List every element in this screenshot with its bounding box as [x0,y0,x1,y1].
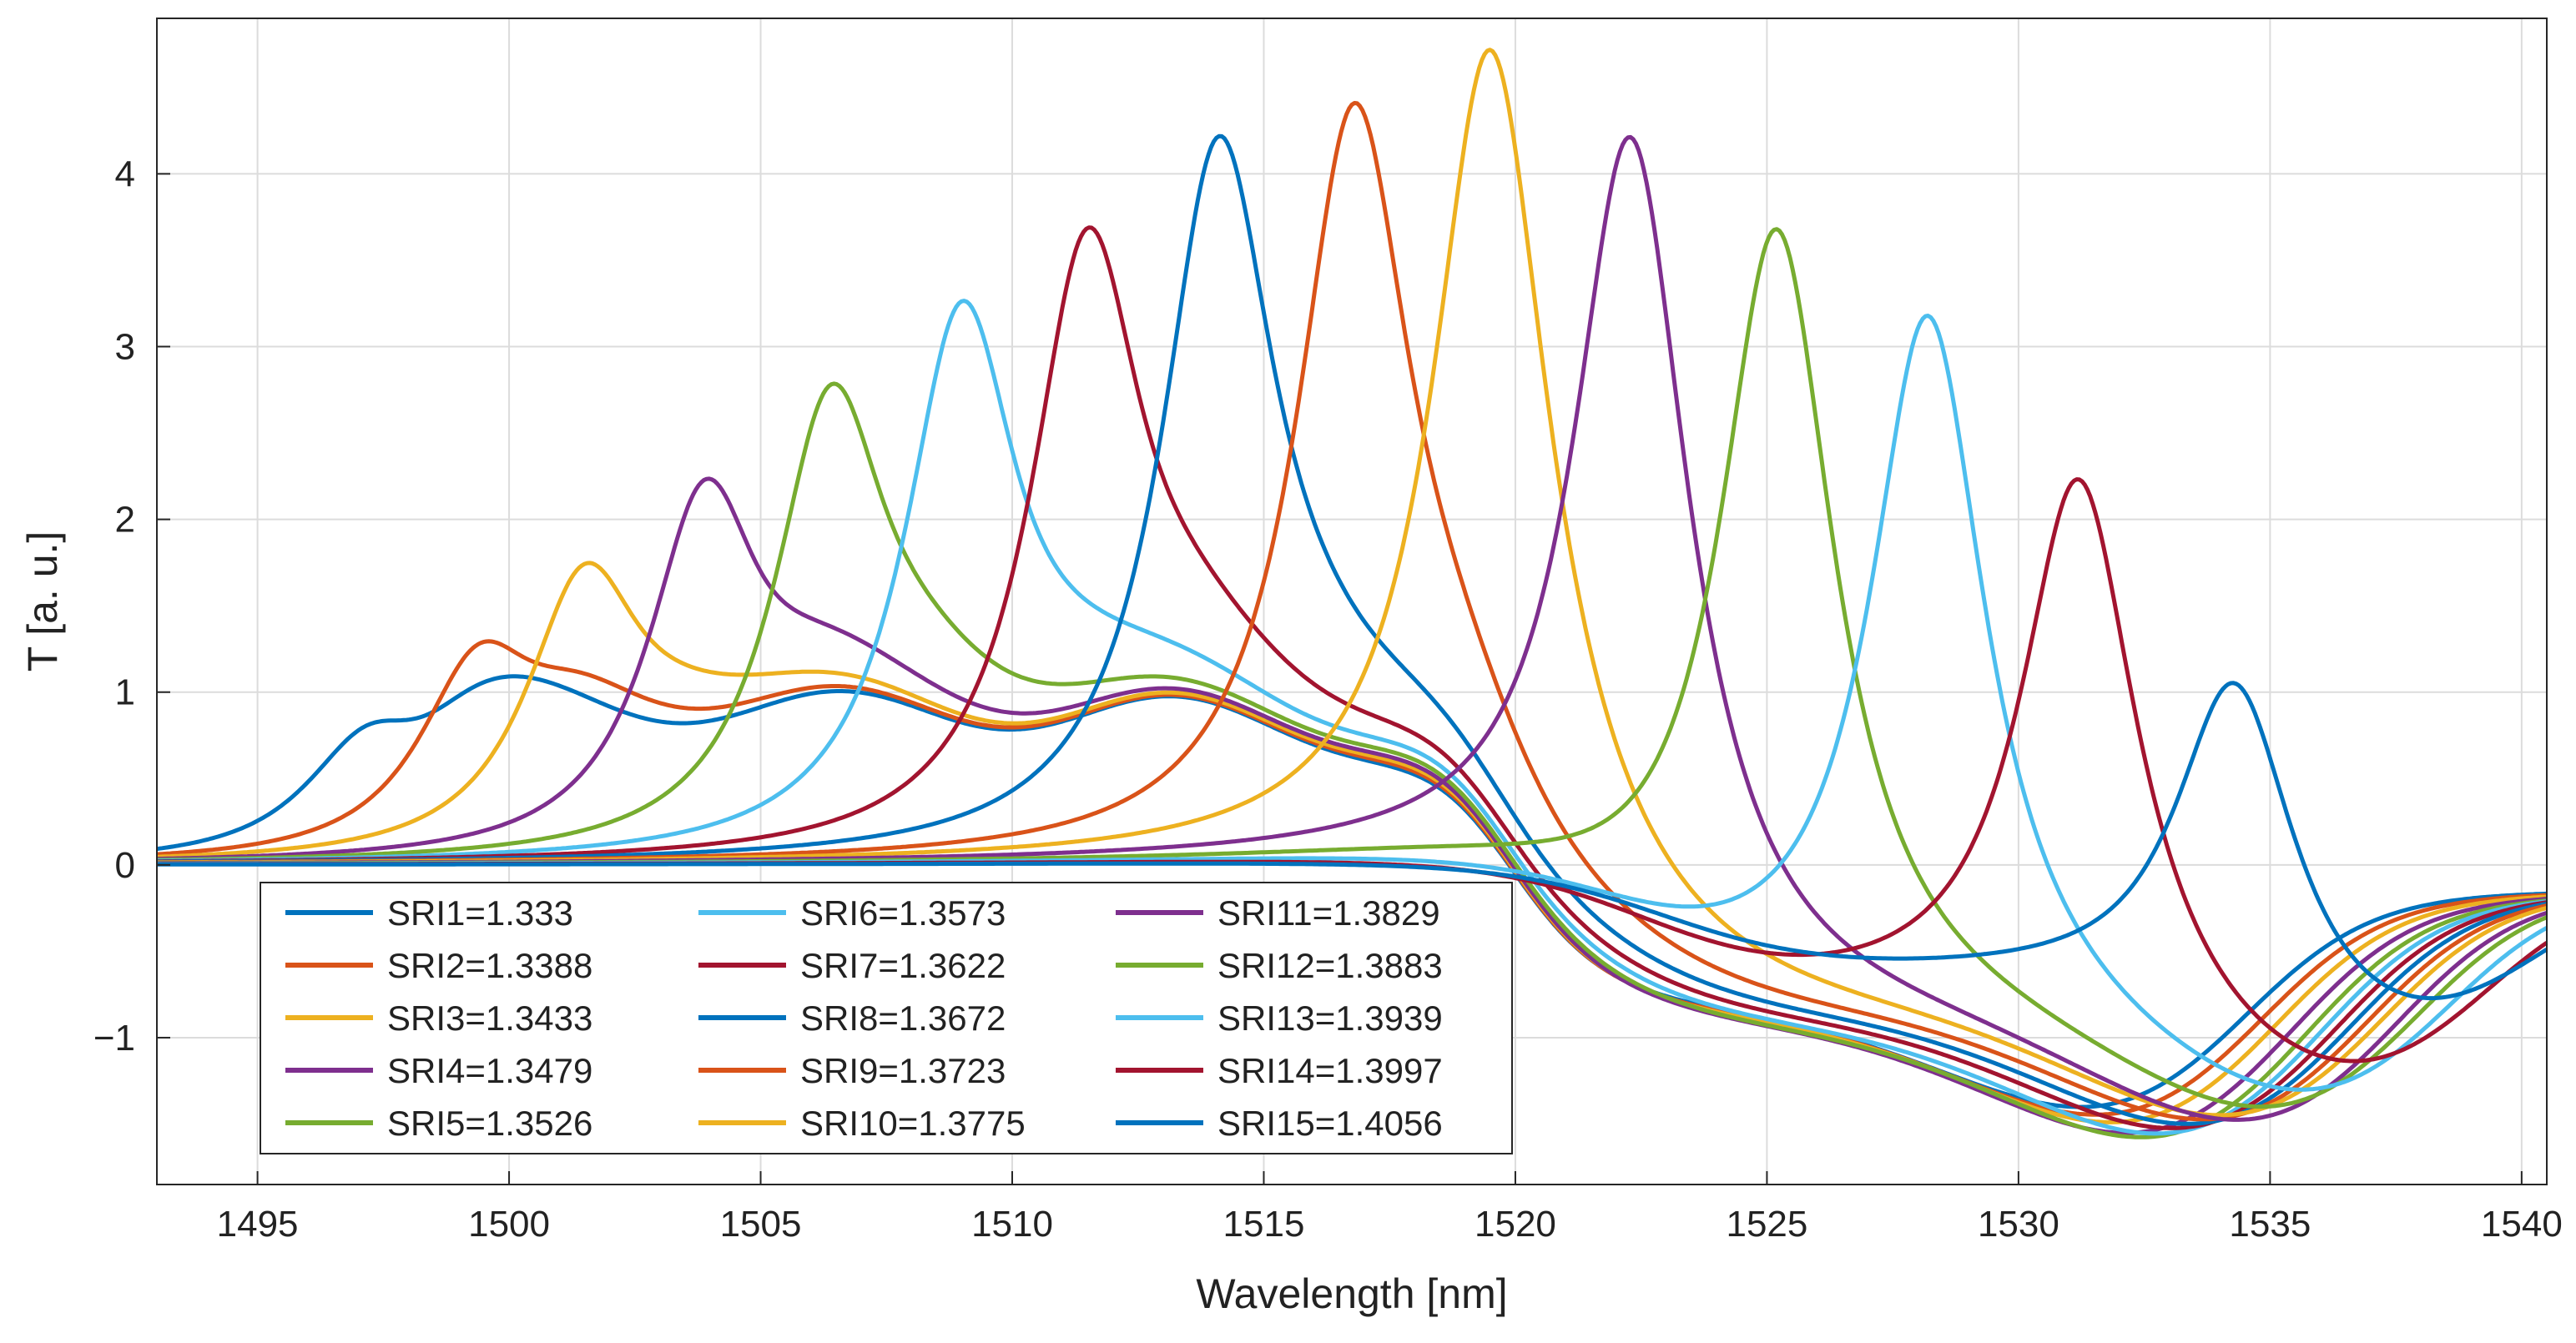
legend-label-8: SRI8=1.3672 [800,998,1006,1038]
y-axis-label: T [a. u.] [19,531,66,672]
series-line-8 [157,133,2548,1126]
legend-label-1: SRI1=1.333 [387,893,573,933]
legend-label-5: SRI5=1.3526 [387,1104,592,1143]
x-tick-label: 1510 [971,1204,1053,1245]
series-line-3 [156,561,2548,1124]
legend-label-2: SRI2=1.3388 [387,946,592,985]
series-layer [156,48,2548,1139]
x-tick-label: 1535 [2229,1204,2311,1245]
legend-box [260,882,1513,1154]
y-tick-label: −1 [93,1018,135,1059]
series-line-5 [156,381,2548,1139]
series-line-4 [156,476,2548,1135]
legend-label-13: SRI13=1.3939 [1217,998,1443,1038]
x-tick-label: 1530 [1978,1204,2059,1245]
x-tick-label: 1520 [1475,1204,1556,1245]
plot-frame [156,18,2548,1185]
y-tick-label: 3 [115,327,135,368]
x-tick-label: 1540 [2481,1204,2563,1245]
series-line-2 [156,639,2548,1117]
series-line-6 [157,299,2548,1136]
series-line-15 [157,681,2548,1001]
y-tick-label: 1 [115,672,135,713]
legend-label-7: SRI7=1.3622 [800,946,1006,985]
legend-label-11: SRI11=1.3829 [1217,893,1440,933]
series-line-7 [157,225,2548,1130]
tick-layer: 1495 1500 1505 1510 1515 1520 1525 1530 1535 1540… [93,153,2563,1245]
legend-label-15: SRI15=1.4056 [1217,1104,1443,1143]
x-tick-label: 1525 [1726,1204,1807,1245]
x-tick-label: 1505 [720,1204,802,1245]
legend-label-10: SRI10=1.3775 [800,1104,1026,1143]
legend: SRI1=1.333 SRI2=1.3388 SRI3=1.3433 SRI4=1.3… [260,882,1513,1154]
legend-label-9: SRI9=1.3723 [800,1051,1006,1090]
x-axis-label: Wavelength [nm] [1196,1270,1507,1317]
x-tick-label: 1495 [217,1204,299,1245]
legend-label-3: SRI3=1.3433 [387,998,592,1038]
series-line-1 [156,674,2548,1109]
y-tick-label: 2 [115,500,135,541]
y-tick-label: 0 [115,845,135,886]
legend-label-14: SRI14=1.3997 [1217,1051,1443,1090]
x-tick-label: 1500 [468,1204,550,1245]
legend-label-6: SRI6=1.3573 [800,893,1006,933]
legend-label-4: SRI4=1.3479 [387,1051,592,1090]
x-tick-label: 1515 [1223,1204,1305,1245]
y-tick-label: 4 [115,153,135,194]
legend-label-12: SRI12=1.3883 [1217,946,1443,985]
